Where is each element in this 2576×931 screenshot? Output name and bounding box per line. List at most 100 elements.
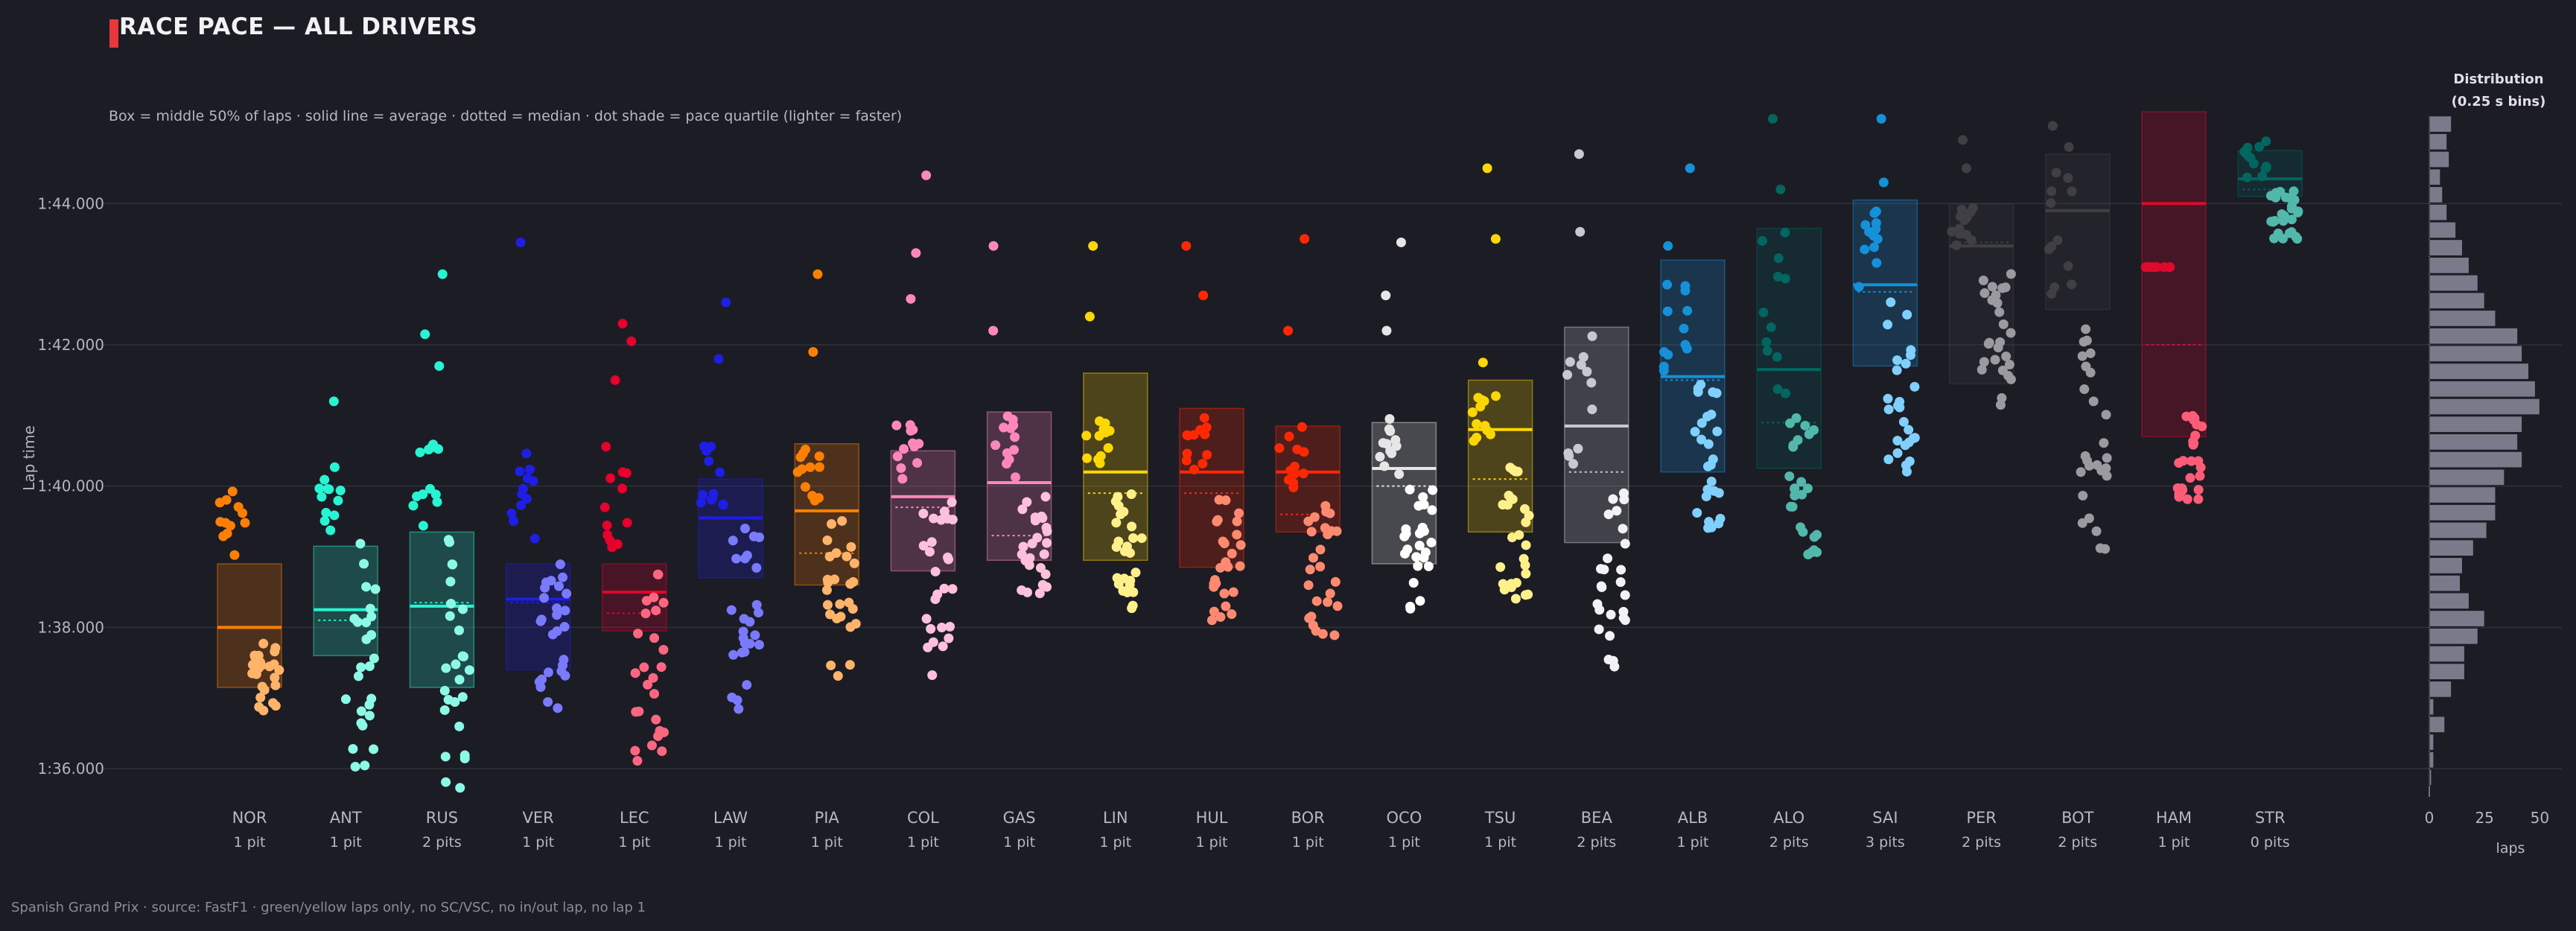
lap-dot (335, 486, 346, 496)
lap-dot (454, 721, 465, 731)
y-tick-label: 1:38.000 (38, 618, 104, 636)
lap-dot (1781, 388, 1791, 398)
driver-group-gas: GAS 1 pit (986, 241, 1052, 851)
title-accent-bar (109, 19, 118, 48)
histogram-bar (2429, 221, 2457, 239)
lap-dot (932, 589, 943, 600)
histogram-bar (2429, 521, 2487, 539)
lap-dot (329, 510, 340, 521)
lap-dot (651, 714, 661, 725)
lap-dot (648, 673, 658, 683)
lap-dot (357, 720, 368, 731)
driver-group-str: STR 0 pits (2237, 136, 2303, 851)
lap-dot (742, 680, 752, 690)
driver-code-label: ALO (1773, 809, 1804, 827)
driver-pits-label: 2 pits (1769, 834, 1809, 851)
driver-group-bor: BOR 1 pit (1274, 234, 1343, 851)
lap-dot (529, 533, 540, 544)
lap-dot (646, 740, 657, 751)
lap-dot (726, 605, 737, 615)
chart-footer: Spanish Grand Prix · source: FastF1 · gr… (11, 900, 646, 915)
lap-dot (937, 622, 947, 632)
lap-dot (1612, 506, 1622, 516)
lap-dot (1793, 435, 1803, 445)
lap-dot (412, 492, 422, 502)
lap-dot (1796, 522, 1806, 533)
lap-dot (258, 638, 269, 649)
lap-dot (521, 448, 532, 459)
lap-dot (1706, 477, 1717, 487)
lap-dot (1578, 352, 1588, 362)
lap-dot (2046, 198, 2056, 209)
lap-dot (420, 329, 430, 340)
lap-dot (2067, 279, 2077, 290)
lap-dot (2292, 207, 2303, 217)
histogram-bar (2429, 203, 2448, 221)
driver-group-nor: NOR 1 pit (214, 486, 284, 851)
lap-dot (1490, 234, 1501, 244)
lap-dot (1399, 548, 1410, 559)
lap-dot (2277, 209, 2287, 220)
lap-dot (1128, 533, 1139, 543)
lap-dot (824, 551, 835, 562)
iqr-box (794, 443, 859, 586)
lap-dot (643, 679, 653, 690)
lap-dot (1306, 527, 1317, 537)
lap-dot (928, 637, 938, 647)
lap-dot (899, 444, 909, 454)
driver-pits-label: 1 pit (1099, 834, 1131, 851)
histogram-bar (2429, 681, 2452, 698)
histogram-bar (2429, 292, 2485, 310)
driver-pits-label: 1 pit (1196, 834, 1228, 851)
lap-dot (2193, 485, 2204, 495)
lap-dot (445, 576, 456, 587)
lap-dot (1181, 455, 1192, 466)
lap-dot (1883, 320, 1893, 330)
lap-dot (2178, 456, 2189, 466)
histogram-bar (2429, 539, 2474, 557)
lap-dot (1696, 418, 1707, 428)
lap-dot (2044, 244, 2054, 255)
lap-dot (1606, 609, 1616, 620)
driver-pits-label: 1 pit (330, 834, 362, 851)
lap-dot (314, 483, 325, 494)
lap-dot (1892, 355, 1903, 366)
lap-dot (2047, 289, 2057, 299)
histogram-bar (2429, 168, 2441, 186)
histogram-bar (2429, 363, 2529, 380)
lap-dot (617, 483, 628, 494)
lap-dot (552, 610, 562, 620)
lap-dot (445, 537, 455, 547)
y-tick-label: 1:36.000 (38, 760, 104, 778)
driver-code-label: BOT (2061, 809, 2094, 827)
lap-dot (321, 507, 331, 518)
driver-code-label: PIA (815, 809, 840, 827)
lap-dot (454, 625, 464, 635)
lap-dot (1039, 549, 1049, 559)
lap-dot (1394, 469, 1405, 480)
lap-dot (1864, 226, 1874, 237)
lap-dot (1568, 459, 1579, 469)
lap-dot (740, 524, 750, 534)
lap-dot (1596, 581, 1606, 591)
lap-dot (1758, 308, 1769, 318)
lap-dot (350, 761, 360, 772)
lap-dot (1472, 419, 1482, 429)
iqr-box (698, 478, 763, 579)
lap-dot (1594, 624, 1604, 635)
driver-pits-label: 0 pits (2251, 834, 2290, 851)
lap-dot (1401, 524, 1411, 535)
lap-dot (552, 626, 562, 636)
lap-dot (1385, 446, 1396, 457)
driver-group-lec: LEC 1 pit (600, 319, 670, 851)
lap-dot (1419, 500, 1429, 510)
lap-dot (1375, 451, 1385, 462)
lap-dot (268, 698, 279, 708)
driver-code-label: OCO (1387, 809, 1422, 827)
lap-dot (2085, 348, 2096, 358)
lap-dot (1521, 540, 1531, 550)
lap-dot (847, 603, 858, 614)
lap-dot (1037, 579, 1048, 590)
lap-dot (1317, 629, 1328, 639)
lap-dot (2190, 430, 2201, 441)
